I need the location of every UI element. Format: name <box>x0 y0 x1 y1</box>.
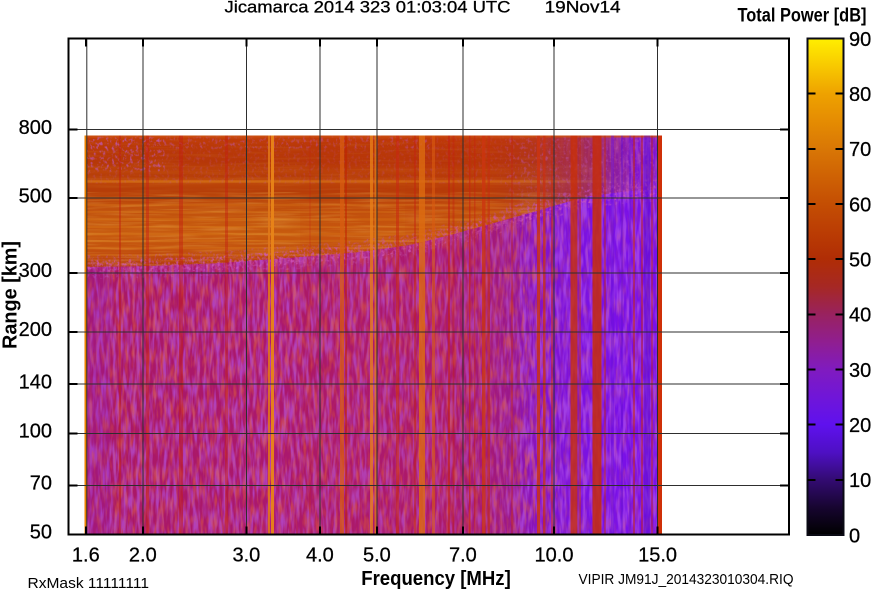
svg-text:140: 140 <box>19 371 52 393</box>
svg-text:Range [km]: Range [km] <box>0 241 22 349</box>
svg-text:2.0: 2.0 <box>129 545 157 567</box>
svg-text:100: 100 <box>19 421 52 443</box>
svg-text:30: 30 <box>849 360 871 382</box>
svg-text:80: 80 <box>849 84 871 106</box>
svg-text:10: 10 <box>849 470 871 492</box>
svg-text:7.0: 7.0 <box>449 545 477 567</box>
svg-text:500: 500 <box>19 185 52 207</box>
svg-text:50: 50 <box>30 522 52 544</box>
svg-text:RxMask 11111111: RxMask 11111111 <box>28 575 150 592</box>
svg-text:3.0: 3.0 <box>232 545 260 567</box>
svg-text:800: 800 <box>19 117 52 139</box>
svg-text:40: 40 <box>849 305 871 327</box>
svg-text:50: 50 <box>849 249 871 271</box>
svg-text:20: 20 <box>849 415 871 437</box>
svg-text:70: 70 <box>849 139 871 161</box>
svg-text:70: 70 <box>30 473 52 495</box>
svg-text:0: 0 <box>849 525 860 547</box>
svg-text:5.0: 5.0 <box>363 545 391 567</box>
svg-text:90: 90 <box>849 29 871 51</box>
svg-text:60: 60 <box>849 194 871 216</box>
svg-text:4.0: 4.0 <box>306 545 334 567</box>
svg-text:300: 300 <box>19 260 52 282</box>
svg-text:1.6: 1.6 <box>72 545 100 567</box>
svg-text:Jicamarca 2014 323 01:03:04 UT: Jicamarca 2014 323 01:03:04 UTC <box>225 0 511 17</box>
svg-text:Frequency [MHz]: Frequency [MHz] <box>361 568 511 590</box>
svg-text:VIPIR JM91J_2014323010304.RIQ: VIPIR JM91J_2014323010304.RIQ <box>579 571 794 588</box>
svg-text:15.0: 15.0 <box>638 545 677 567</box>
svg-text:10.0: 10.0 <box>535 545 574 567</box>
svg-text:19Nov14: 19Nov14 <box>545 0 621 17</box>
svg-text:200: 200 <box>19 319 52 341</box>
svg-text:Total Power [dB]: Total Power [dB] <box>738 5 867 26</box>
